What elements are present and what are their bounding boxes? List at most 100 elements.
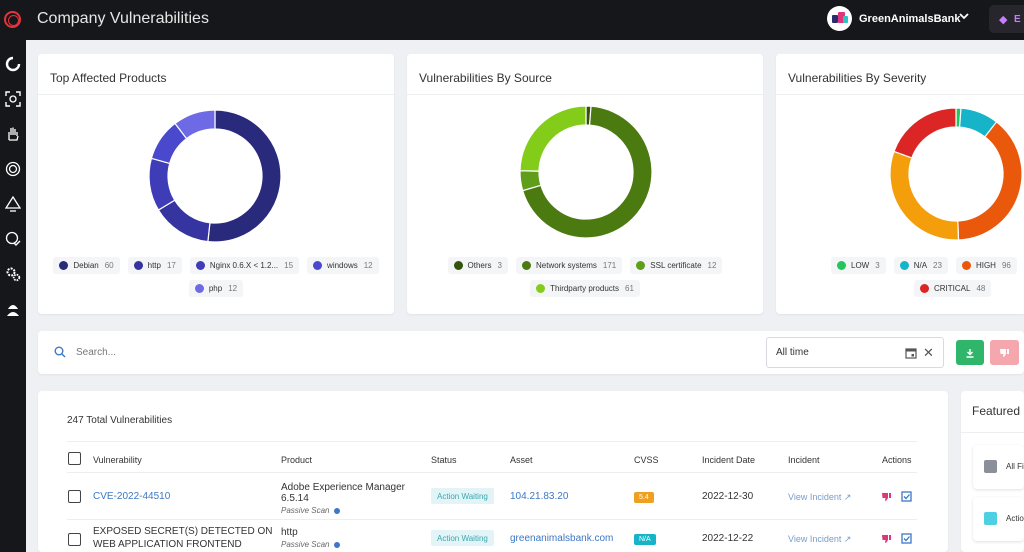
donut-slice-thirdparty-products[interactable] (519, 105, 587, 172)
legend-item-high[interactable]: HIGH 96 (955, 257, 1017, 274)
false-positive-button[interactable] (990, 340, 1019, 365)
incident-date: 2022-12-30 (702, 491, 754, 502)
column-header-incident[interactable]: Incident (788, 455, 820, 465)
chart-legend: LOW 3 N/A 23 HIGH 96 (831, 257, 1024, 274)
hand-icon[interactable] (4, 125, 21, 142)
row-checkbox[interactable] (68, 533, 81, 546)
globe-check-icon[interactable] (4, 230, 21, 247)
download-button[interactable] (956, 340, 984, 365)
org-avatar[interactable] (827, 6, 852, 31)
legend-item-na[interactable]: N/A 23 (893, 257, 948, 274)
external-link-icon: ↗ (843, 534, 852, 544)
legend-item-critical[interactable]: CRITICAL 48 (914, 280, 992, 297)
donut-slice-nginx-0-6-x-1-2[interactable] (148, 157, 176, 211)
asset-link[interactable]: greenanimalsbank.com (510, 533, 614, 544)
legend-count: 17 (166, 261, 176, 270)
check-square-icon[interactable] (901, 491, 912, 502)
legend-label: php (208, 284, 223, 293)
table-row[interactable]: CVE-2022-44510 Adobe Experience Manager … (67, 473, 917, 520)
legend-label: HIGH (975, 261, 996, 270)
date-filter-value: All time (776, 347, 809, 358)
legend-swatch (920, 284, 929, 293)
featured-panel: Featured All Fi Actio (961, 391, 1024, 552)
donut-chart-by-source (519, 105, 653, 239)
org-selector-label[interactable]: GreenAnimalsBank (859, 13, 961, 25)
legend-swatch (522, 261, 531, 270)
column-header-cvss[interactable]: CVSS (634, 455, 659, 465)
row-checkbox[interactable] (68, 490, 81, 503)
monitor-alert-icon[interactable] (4, 195, 21, 212)
shield-icon[interactable] (4, 160, 21, 177)
chevron-down-icon[interactable] (959, 11, 969, 21)
column-header-product[interactable]: Product (281, 455, 313, 465)
donut-slice-http[interactable] (157, 199, 211, 243)
column-header-vulnerability[interactable]: Vulnerability (93, 455, 142, 465)
thumbs-down-icon[interactable] (881, 533, 892, 544)
legend-label: http (147, 261, 161, 270)
info-icon[interactable] (334, 507, 341, 514)
donut-slice-network-systems[interactable] (521, 105, 653, 239)
table-row[interactable]: EXPOSED SECRET(S) DETECTED ON WEB APPLIC… (67, 521, 917, 552)
external-link-icon: ↗ (843, 492, 852, 502)
clear-icon[interactable]: ✕ (923, 345, 934, 360)
donut-slice-unlabeled[interactable] (889, 150, 960, 241)
featured-item-swatch (984, 460, 997, 473)
scan-icon[interactable] (4, 90, 21, 107)
date-filter[interactable]: All time ✕ (766, 337, 944, 368)
donut-slice-php[interactable] (174, 109, 216, 140)
legend-swatch (636, 261, 646, 270)
incident-date: 2022-12-22 (702, 533, 754, 544)
donut-chart-by-severity (889, 107, 1023, 241)
legend-label: SSL certificate (650, 261, 702, 270)
donut-slice-critical[interactable] (893, 107, 957, 159)
select-all-checkbox[interactable] (68, 452, 81, 465)
featured-item[interactable]: All Fi (973, 445, 1024, 489)
legend-item-windows[interactable]: windows 12 (307, 257, 379, 274)
view-incident-link[interactable]: View Incident ↗ (788, 492, 851, 503)
legend-swatch (59, 261, 69, 270)
column-header-incident-date[interactable]: Incident Date (702, 455, 756, 465)
legend-item-php[interactable]: php 12 (188, 280, 244, 297)
thumbs-down-icon[interactable] (881, 491, 892, 502)
legend-item-nginx[interactable]: Nginx 0.6.X < 1.2... 15 (189, 257, 300, 274)
chart-legend: Others 3 Network systems 171 SSL certifica… (407, 257, 763, 274)
legend-count: 3 (875, 261, 880, 270)
vulnerability-link[interactable]: EXPOSED SECRET(S) DETECTED ON WEB APPLIC… (93, 526, 273, 550)
legend-item-network-systems[interactable]: Network systems 171 (516, 257, 623, 274)
vulnerabilities-table-card: 247 Total Vulnerabilities Vulnerability … (38, 391, 948, 552)
chart-title: Top Affected Products (50, 71, 167, 85)
vulnerability-link[interactable]: CVE-2022-44510 (93, 491, 171, 502)
legend-item-low[interactable]: LOW 3 (831, 257, 886, 274)
donut-slice-debian[interactable] (207, 109, 282, 243)
gears-icon[interactable] (4, 265, 21, 282)
legend-item-ssl-certificate[interactable]: SSL certificate 12 (630, 257, 723, 274)
asset-link[interactable]: 104.21.83.20 (510, 491, 569, 502)
legend-count: 12 (707, 261, 717, 270)
legend-item-thirdparty-products[interactable]: Thirdparty products 61 (530, 280, 640, 297)
legend-item-debian[interactable]: Debian 60 (53, 257, 120, 274)
check-square-icon[interactable] (901, 533, 912, 544)
chart-legend: Debian 60 http 17 Nginx 0.6.X < 1.2... 15 w… (38, 257, 394, 274)
hacker-icon[interactable] (4, 300, 21, 317)
legend-item-http[interactable]: http 17 (127, 257, 182, 274)
plan-badge[interactable]: ◆ E (989, 5, 1024, 33)
featured-item[interactable]: Actio (973, 497, 1024, 541)
spinner-icon[interactable] (4, 55, 21, 72)
column-header-asset[interactable]: Asset (510, 455, 533, 465)
calendar-icon[interactable] (905, 347, 917, 359)
legend-swatch (195, 261, 205, 270)
legend-count: 60 (104, 261, 114, 270)
app-logo-icon[interactable] (4, 11, 21, 28)
total-vulnerabilities-label: 247 Total Vulnerabilities (67, 415, 173, 426)
legend-item-others[interactable]: Others 3 (447, 257, 508, 274)
legend-label: windows (327, 261, 358, 270)
divider (776, 94, 1024, 95)
status-badge: Action Waiting (431, 488, 494, 504)
legend-swatch (313, 261, 323, 270)
view-incident-link[interactable]: View Incident ↗ (788, 534, 851, 545)
info-icon[interactable] (334, 541, 341, 548)
donut-slice-high[interactable] (957, 121, 1023, 241)
search-input[interactable] (76, 343, 676, 361)
column-header-status[interactable]: Status (431, 455, 457, 465)
legend-label: Thirdparty products (550, 284, 619, 293)
